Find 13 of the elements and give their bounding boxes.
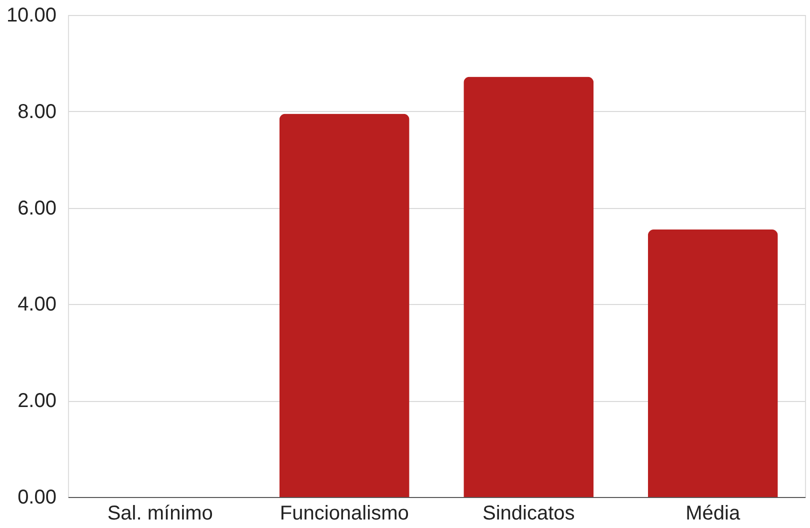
bar (279, 114, 410, 497)
y-tick-label: 4.00 (18, 294, 56, 316)
x-tick-label: Média (686, 502, 741, 524)
bar (464, 76, 594, 497)
x-tick-label: Sindicatos (482, 502, 575, 524)
x-tick-label: Funcionalismo (280, 502, 409, 524)
x-tick-label: Sal. mínimo (107, 502, 213, 524)
y-tick-label: 2.00 (18, 390, 56, 412)
y-tick-label: 10.00 (6, 4, 56, 26)
y-tick-label: 8.00 (18, 100, 56, 123)
y-tick-label: 0.00 (18, 486, 56, 508)
y-tick-label: 6.00 (18, 197, 56, 220)
bar (648, 229, 778, 497)
